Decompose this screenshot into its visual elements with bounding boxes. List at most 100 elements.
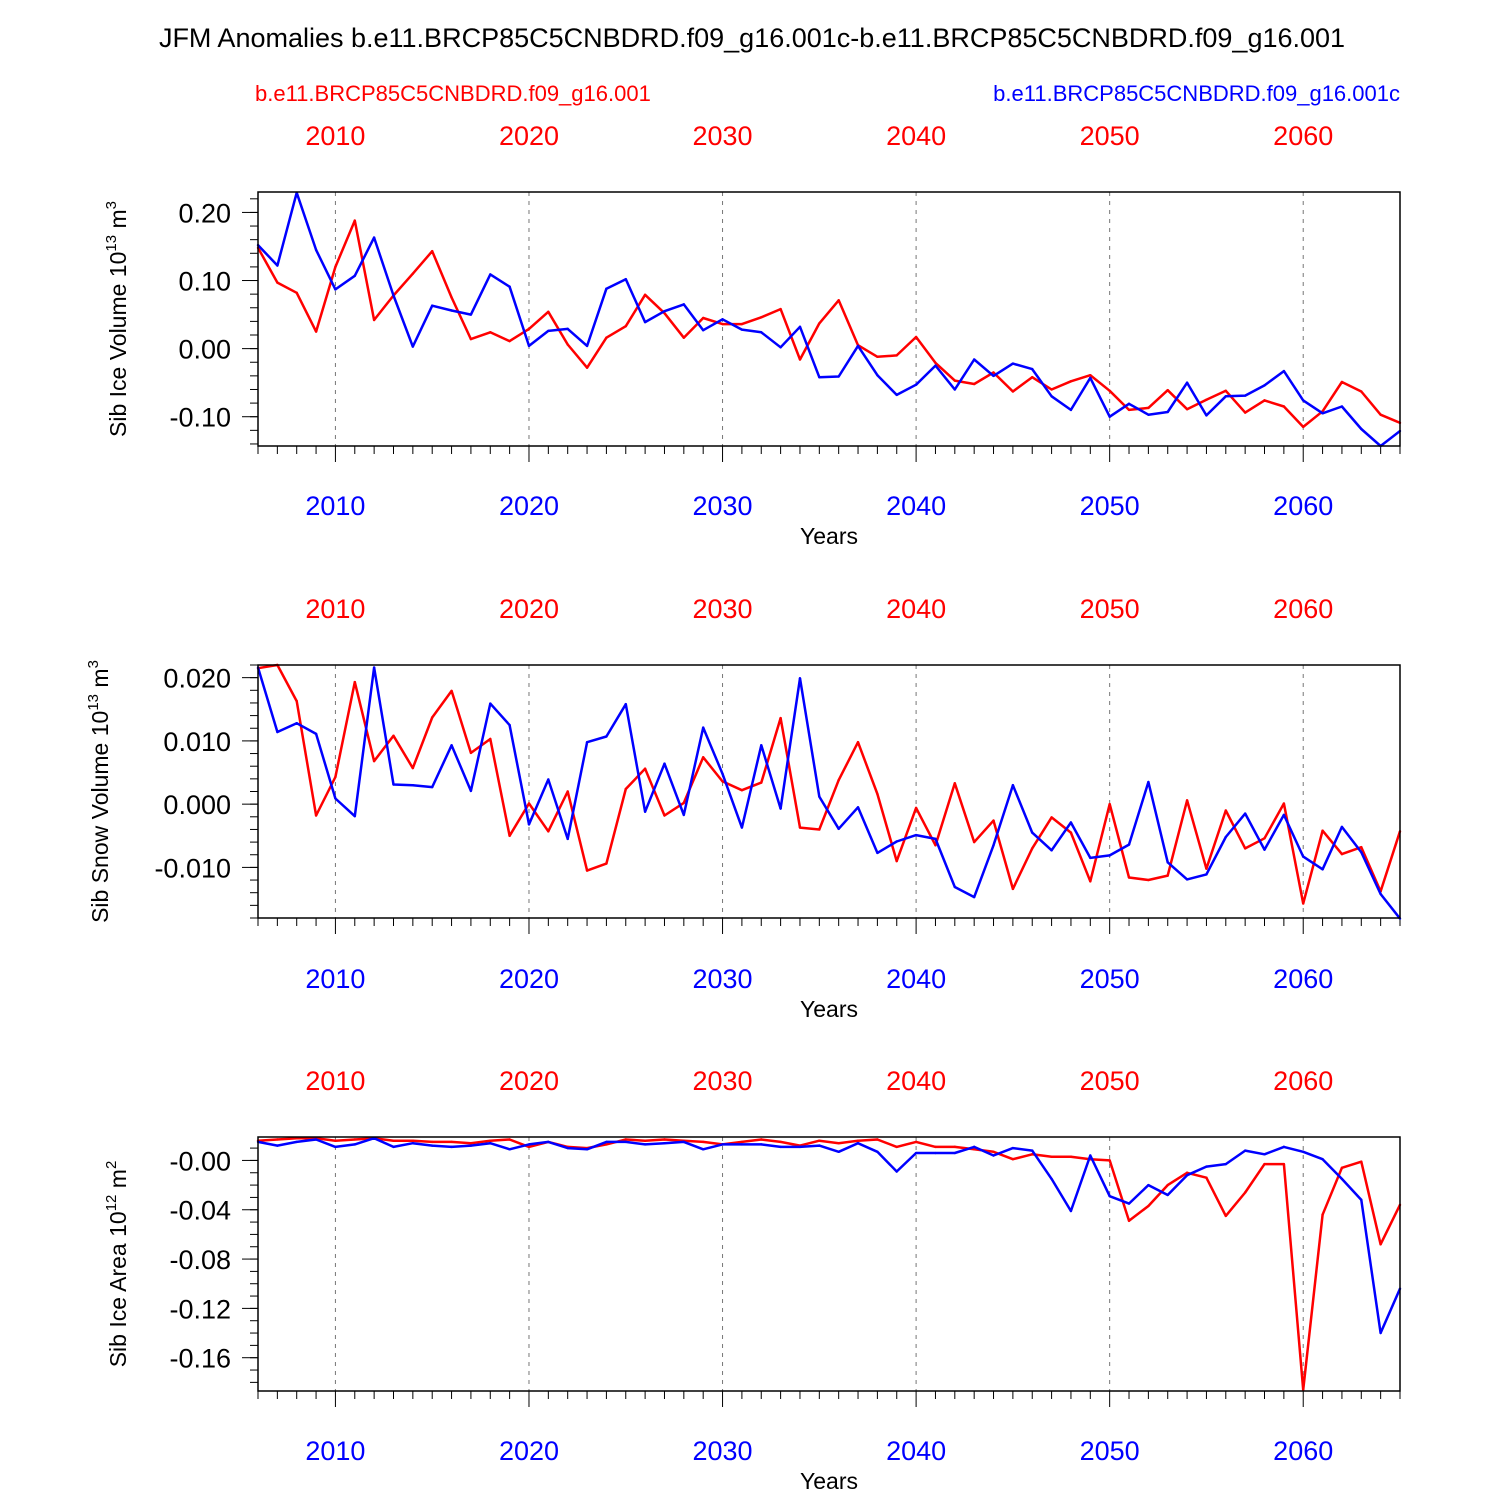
data-point-blue <box>1050 1177 1053 1181</box>
data-point-blue <box>450 309 453 312</box>
data-point-blue <box>1321 868 1324 871</box>
data-point-red <box>760 316 763 319</box>
x-tick-label-bottom: 2030 <box>693 491 753 521</box>
data-point-red <box>605 336 608 339</box>
data-point-blue <box>779 807 782 810</box>
y-axis-label-unit-exponent: 2 <box>103 1161 120 1169</box>
data-point-blue <box>1127 1202 1131 1205</box>
data-point-blue <box>1031 367 1034 371</box>
data-point-red <box>295 291 298 294</box>
data-point-blue <box>972 1145 976 1149</box>
data-point-red <box>411 272 415 275</box>
data-point-red <box>527 327 531 331</box>
data-point-red <box>760 781 763 784</box>
data-point-blue <box>798 1145 802 1149</box>
data-point-blue <box>372 666 376 669</box>
data-point-blue <box>914 1151 918 1155</box>
x-axis-label: Years <box>800 523 858 549</box>
data-point-blue <box>818 1144 821 1147</box>
data-point-red <box>566 790 569 793</box>
data-point-red <box>1050 1155 1053 1158</box>
data-point-blue <box>1263 848 1266 851</box>
data-point-red <box>779 1140 782 1144</box>
data-point-red <box>1243 411 1247 414</box>
data-point-red <box>818 828 821 831</box>
x-axis-label: Years <box>800 1468 858 1494</box>
data-point-red <box>1340 852 1344 856</box>
data-point-red <box>779 716 782 720</box>
data-point-blue <box>953 388 957 391</box>
data-point-blue <box>1360 851 1363 854</box>
data-point-red <box>624 787 627 791</box>
x-tick-label-bottom: 2060 <box>1273 964 1333 994</box>
y-tick-label: -0.00 <box>169 1146 231 1176</box>
data-point-blue <box>334 288 337 291</box>
data-point-red <box>798 826 802 829</box>
data-point-blue <box>895 393 898 397</box>
y-tick-label: 0.020 <box>163 664 231 694</box>
data-point-blue <box>1321 412 1324 415</box>
data-point-red <box>798 358 802 361</box>
data-point-blue <box>1340 405 1344 408</box>
data-point-red <box>876 1138 879 1141</box>
chart-title: JFM Anomalies b.e11.BRCP85C5CNBDRD.f09_g… <box>159 23 1345 53</box>
data-point-blue <box>701 329 705 332</box>
data-point-red <box>1050 816 1053 819</box>
x-tick-label-bottom: 2040 <box>886 1436 946 1466</box>
data-point-red <box>1011 390 1015 393</box>
data-point-red <box>721 322 724 326</box>
data-point-red <box>1166 388 1169 392</box>
data-point-red <box>1243 1191 1247 1194</box>
series-line-blue <box>257 1136 1402 1335</box>
data-point-red <box>411 1139 415 1142</box>
data-point-blue <box>1166 1193 1169 1197</box>
data-point-red <box>1127 408 1131 412</box>
legend-entry-blue: b.e11.BRCP85C5CNBDRD.f09_g16.001c <box>993 81 1400 106</box>
data-point-red <box>818 1139 821 1142</box>
data-point-red <box>1127 1219 1131 1223</box>
data-point-red <box>1321 1213 1324 1216</box>
y-axis-label: Sib Snow Volume 1013 m3 <box>85 660 113 923</box>
data-point-blue <box>1166 861 1169 864</box>
panel-1: 0.20 0.10 0.00 -0.10 2010 2010 2020 2020 2030 203… <box>103 121 1402 549</box>
data-point-red <box>1050 388 1053 391</box>
data-point-blue <box>314 248 318 252</box>
data-point-red <box>392 1139 395 1142</box>
data-point-red <box>314 330 318 333</box>
data-point-blue <box>992 1154 995 1157</box>
data-point-blue <box>992 844 995 847</box>
data-point-blue <box>469 1144 473 1147</box>
data-point-blue <box>585 344 589 348</box>
y-tick-label: -0.10 <box>169 403 231 433</box>
series-line-blue <box>257 191 1401 448</box>
data-point-red <box>876 355 879 358</box>
data-point-red <box>643 1139 647 1142</box>
data-point-blue <box>431 304 434 307</box>
data-point-blue <box>1031 831 1034 834</box>
data-point-blue <box>1147 780 1150 784</box>
data-point-blue <box>1302 399 1305 402</box>
data-point-red <box>934 844 937 847</box>
data-point-blue <box>372 236 376 239</box>
data-point-red <box>431 1140 434 1144</box>
data-point-blue <box>837 1150 840 1153</box>
data-point-blue <box>1243 812 1247 815</box>
data-point-blue <box>740 1143 744 1146</box>
data-point-red <box>701 756 705 759</box>
data-point-red <box>1224 1214 1227 1218</box>
x-tick-label-top: 2040 <box>886 594 946 624</box>
data-point-blue <box>934 837 937 841</box>
y-tick-label: 0.000 <box>163 790 231 820</box>
data-point-blue <box>624 1140 627 1144</box>
y-tick-label: -0.04 <box>169 1196 231 1226</box>
data-point-blue <box>1147 1183 1150 1187</box>
data-point-red <box>1379 1243 1382 1246</box>
data-point-blue <box>856 344 860 348</box>
x-tick-label-bottom: 2010 <box>305 491 365 521</box>
data-point-red <box>372 318 376 322</box>
data-point-red <box>663 1138 666 1141</box>
y-axis-label-text: Sib Ice Area 10 <box>105 1211 131 1367</box>
data-point-red <box>1147 878 1150 882</box>
y-tick-label: -0.16 <box>169 1344 231 1374</box>
